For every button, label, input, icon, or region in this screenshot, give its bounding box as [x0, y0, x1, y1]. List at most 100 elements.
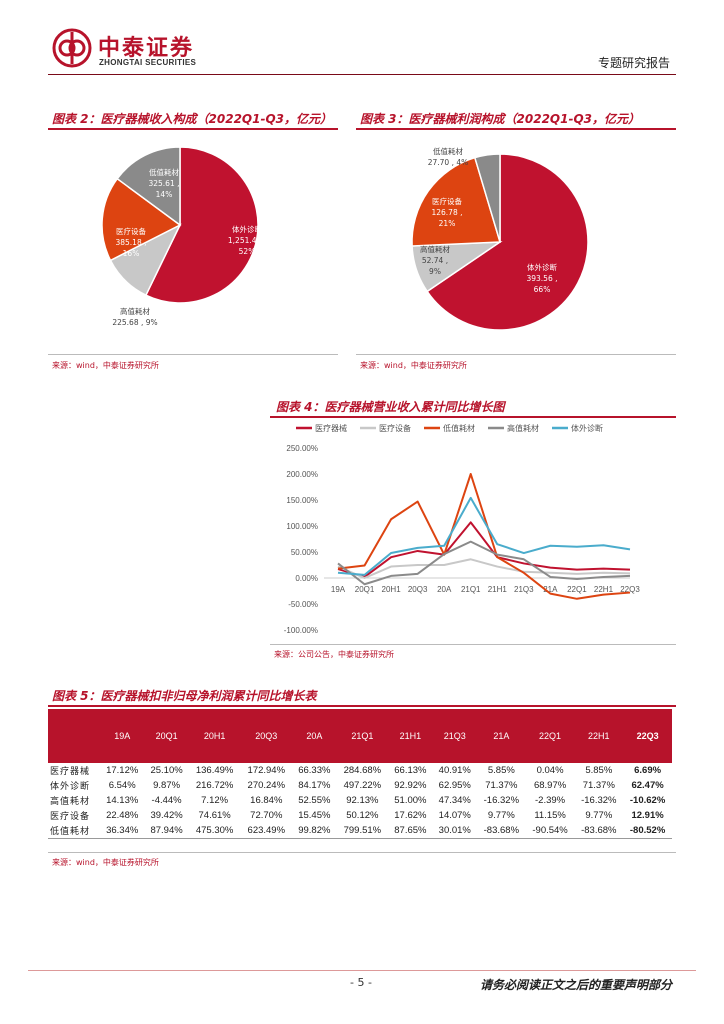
table-cell: 39.42%	[150, 810, 183, 821]
table-column-header: 22H1	[574, 709, 624, 763]
zhongtai-logo	[52, 28, 92, 68]
legend-label: 医疗器械	[315, 423, 347, 433]
table-corner	[48, 709, 100, 763]
fig4-legend: 医疗器械 医疗设备 低值耗材 高值耗材 体外诊断	[296, 423, 603, 433]
fig2-label-ivd: 体外诊断 1,251.40 , 52%	[218, 224, 276, 257]
fig3-dev-values: 126.78 ,	[431, 208, 463, 217]
table-cell: 84.17%	[298, 780, 331, 791]
x-tick-label: 22H1	[594, 585, 614, 594]
table-cell: 6.69%	[634, 765, 662, 776]
series-line-0	[337, 521, 631, 578]
fig2-ivd-name: 体外诊断	[232, 225, 262, 234]
fig3-pie-chart	[411, 153, 589, 331]
fig5-title-rule	[48, 705, 676, 707]
x-tick-label: 21Q1	[461, 585, 481, 594]
x-tick-label: 22Q3	[620, 585, 640, 594]
table-header-row: 19A 20Q1 20H1 20Q3 20A 21Q1 21H1 21Q3 21A 22Q1 22H…	[48, 709, 672, 763]
table-column-header: 20Q1	[144, 709, 189, 763]
table-cell: 87.94%	[144, 823, 189, 839]
table-cell: 497.22%	[343, 780, 382, 791]
table-cell: -90.54%	[525, 823, 575, 839]
fig2-high-value: 225.68	[112, 318, 139, 327]
table-cell: 6.54%	[108, 780, 136, 791]
fig3-high-value: 52.74	[421, 256, 444, 265]
table-cell: 25.10%	[150, 765, 183, 776]
table-row: 高值耗材 14.13% -4.44% 7.12% 16.84% 52.55% 92.13% 5…	[48, 793, 672, 808]
table-cell: -16.32%	[581, 795, 617, 806]
series-line-1	[337, 558, 631, 579]
table-cell: 71.37%	[582, 780, 615, 791]
x-tick-label: 21A	[543, 585, 558, 594]
table-column-header: 21Q1	[336, 709, 389, 763]
table-cell: 16.84%	[250, 795, 283, 806]
table-cell: 11.15%	[534, 810, 566, 821]
table-cell: 47.34%	[438, 795, 471, 806]
table-row-label: 医疗器械	[50, 767, 91, 777]
table-cell: 22.48%	[106, 810, 139, 821]
footer-divider	[28, 970, 696, 971]
fig2-source: 来源：wind，中泰证券研究所	[52, 361, 159, 370]
table-cell: 5.85%	[585, 765, 613, 776]
fig3-label-ivd: 体外诊断 393.56 , 66%	[514, 262, 570, 295]
fig3-high-name: 高值耗材	[420, 245, 450, 254]
table-cell: 66.33%	[298, 765, 331, 776]
fig2-ivd-values: 1,251.40 ,	[227, 236, 267, 245]
table-cell: 50.12%	[346, 810, 379, 821]
table-cell: 52.55%	[298, 795, 331, 806]
fig2-high-pct: 9%	[145, 318, 158, 327]
fig4-title-rule	[270, 416, 676, 418]
fig3-low-pct: 4%	[456, 158, 469, 167]
fig2-dev-values: 385.18 ,	[115, 238, 147, 247]
y-tick-label: -100.00%	[284, 626, 318, 635]
table-cell: 270.24%	[247, 780, 286, 791]
table-cell: 71.37%	[485, 780, 518, 791]
fig3-pie-slice-3	[473, 153, 501, 243]
table-cell: 74.61%	[198, 810, 231, 821]
fig2-ivd-value: 1,251.40	[227, 236, 262, 245]
fig3-ivd-pct: 66%	[533, 285, 551, 294]
table-row: 医疗器械 17.12% 25.10% 136.49% 172.94% 66.33% 284.…	[48, 763, 672, 778]
table-column-header: 20A	[292, 709, 337, 763]
table-cell: -10.62%	[629, 795, 666, 806]
table-cell: 62.47%	[631, 780, 664, 791]
fig4-line-chart: 医疗器械 医疗设备 低值耗材 高值耗材 体外诊断 250.00% 200.00% 150.0…	[284, 423, 641, 635]
fig3-title-rule	[356, 128, 676, 130]
fig3-ivd-value: 393.56	[526, 274, 553, 283]
fig5-growth-table: 19A 20Q1 20H1 20Q3 20A 21Q1 21H1 21Q3 21A 22Q1 22H…	[48, 709, 672, 839]
table-cell: 9.87%	[153, 780, 181, 791]
brand-name-en: ZHONGTAI SECURITIES	[99, 58, 197, 67]
y-tick-label: 0.00%	[295, 574, 318, 583]
table-cell: 12.91%	[631, 810, 664, 821]
x-tick-label: 22Q1	[567, 585, 587, 594]
fig2-dev-pct: 16%	[122, 249, 140, 258]
table-cell: 30.01%	[432, 823, 477, 839]
fig3-label-devices: 医疗设备 126.78 , 21%	[422, 196, 472, 229]
report-type: 专题研究报告	[597, 56, 670, 70]
table-cell: 17.62%	[394, 810, 427, 821]
table-row-label: 医疗设备	[50, 812, 91, 822]
table-cell: 475.30%	[188, 823, 241, 839]
fig3-pie-slice-2	[411, 156, 501, 247]
table-cell: 5.85%	[487, 765, 515, 776]
table-column-header: 19A	[100, 709, 145, 763]
y-tick-label: 200.00%	[286, 470, 318, 479]
disclaimer: 请务必阅读正文之后的重要声明部分	[479, 978, 672, 992]
table-row: 低值耗材 36.34% 87.94% 475.30% 623.49% 99.82% 799.…	[48, 823, 672, 839]
fig2-dev-name: 医疗设备	[116, 227, 146, 236]
table-row-label: 体外诊断	[50, 782, 91, 792]
fig4-source: 来源：公司公告，中泰证券研究所	[274, 650, 394, 659]
table-cell: 172.94%	[247, 765, 286, 776]
fig2-ivd-pct: 52%	[238, 247, 256, 256]
fig2-dev-value: 385.18	[115, 238, 142, 247]
x-tick-label: 21H1	[488, 585, 508, 594]
header-divider	[48, 74, 676, 75]
fig2-low-value: 325.61	[148, 179, 175, 188]
fig2-title-rule	[48, 128, 338, 130]
fig3-high-pct: 9%	[429, 267, 441, 276]
table-cell: 0.04%	[536, 765, 564, 776]
table-column-header: 21Q3	[432, 709, 477, 763]
table-row: 医疗设备 22.48% 39.42% 74.61% 72.70% 15.45% 50.12%…	[48, 808, 672, 823]
fig5-source: 来源：wind，中泰证券研究所	[52, 858, 159, 867]
fig2-high-values: 225.68 , 9%	[112, 318, 158, 327]
table-cell: 14.13%	[106, 795, 139, 806]
